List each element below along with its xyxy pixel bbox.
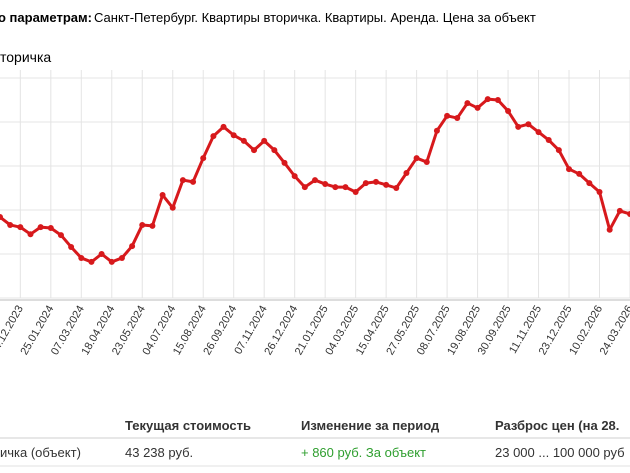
point xyxy=(68,243,75,250)
point xyxy=(108,258,115,265)
point xyxy=(383,181,390,188)
point xyxy=(342,184,349,191)
point xyxy=(7,221,14,228)
point xyxy=(505,108,512,114)
point xyxy=(454,115,461,122)
point xyxy=(312,177,318,184)
point xyxy=(555,147,562,154)
point xyxy=(362,180,369,187)
point xyxy=(261,137,268,144)
point xyxy=(403,170,410,177)
point xyxy=(251,147,258,154)
point xyxy=(0,214,3,221)
point xyxy=(627,210,630,217)
point xyxy=(332,184,339,191)
point xyxy=(464,100,471,107)
point xyxy=(47,225,54,232)
point xyxy=(444,112,451,119)
point xyxy=(586,180,593,187)
point xyxy=(17,224,24,231)
point xyxy=(190,178,197,185)
point xyxy=(149,222,156,229)
point xyxy=(352,188,359,195)
table-cell: ичка (объект) xyxy=(0,445,81,460)
point xyxy=(301,184,308,191)
point xyxy=(525,121,532,128)
point xyxy=(200,155,207,162)
point xyxy=(271,147,278,154)
point xyxy=(545,137,552,144)
point xyxy=(220,123,227,130)
point xyxy=(393,185,400,191)
point xyxy=(291,173,298,180)
point xyxy=(413,155,420,162)
table-header: Текущая стоимость xyxy=(125,418,251,433)
point xyxy=(566,166,573,173)
point xyxy=(606,226,613,233)
point xyxy=(322,181,329,188)
table-cell: + 860 руб. За объект xyxy=(301,445,426,460)
point xyxy=(423,159,430,166)
point xyxy=(179,177,186,184)
point xyxy=(372,178,379,185)
point xyxy=(129,243,136,250)
point xyxy=(169,204,176,211)
point xyxy=(78,254,85,261)
table-header: Разброс цен (на 28. xyxy=(495,418,619,433)
point xyxy=(230,132,237,139)
point xyxy=(57,232,64,239)
point xyxy=(281,159,288,166)
point xyxy=(576,170,583,177)
chart-title: торичка xyxy=(0,49,51,65)
point xyxy=(98,251,105,257)
filter-label: о параметрам: xyxy=(0,10,92,25)
point xyxy=(515,123,522,130)
point xyxy=(159,192,166,199)
point xyxy=(484,96,491,103)
point xyxy=(535,129,542,136)
point xyxy=(616,207,623,214)
point xyxy=(433,127,440,134)
grid xyxy=(0,70,630,299)
filter-text: Санкт-Петербург. Квартиры вторичка. Квар… xyxy=(94,10,536,25)
point xyxy=(118,254,125,261)
point xyxy=(139,221,146,228)
table-cell: 43 238 руб. xyxy=(125,445,193,460)
point xyxy=(37,224,44,231)
point xyxy=(88,258,95,265)
point xyxy=(494,97,501,103)
table-cell: 23 000 ... 100 000 руб xyxy=(495,445,625,460)
table-header: Изменение за период xyxy=(301,418,440,433)
point xyxy=(210,133,217,140)
point xyxy=(474,104,481,111)
point xyxy=(240,137,247,144)
point xyxy=(27,231,34,238)
point xyxy=(596,188,603,195)
